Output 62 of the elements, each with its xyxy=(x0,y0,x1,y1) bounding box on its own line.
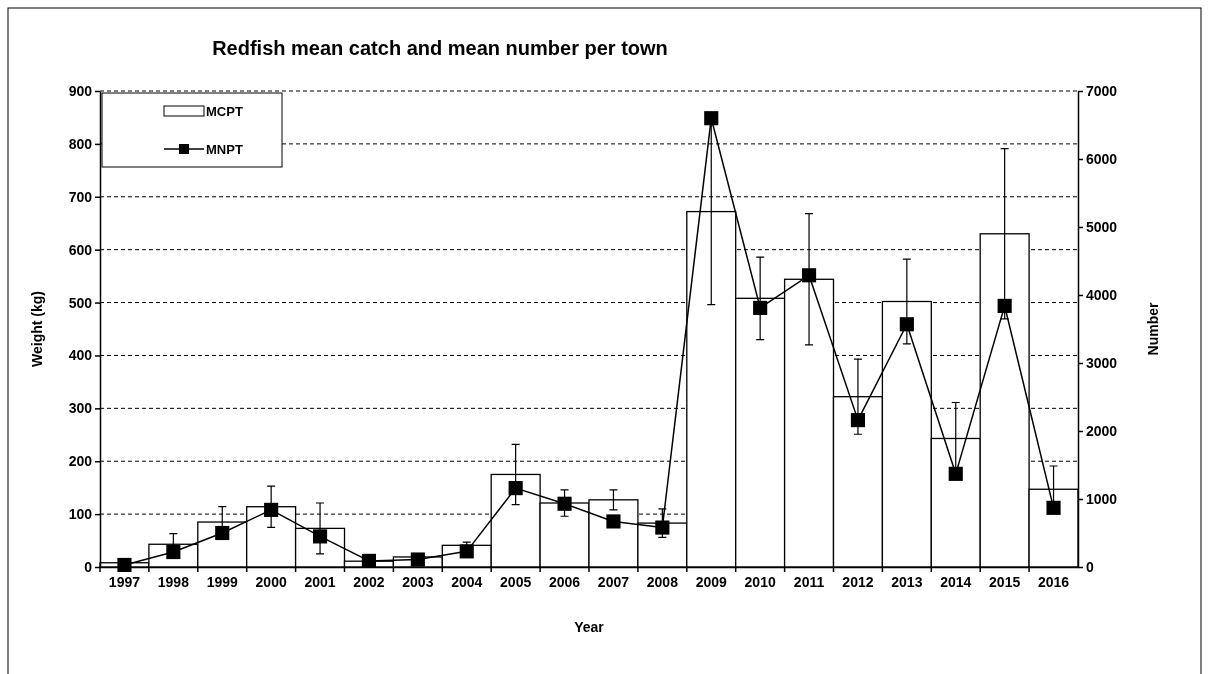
legend-label: MCPT xyxy=(206,104,243,119)
x-tick-label: 1999 xyxy=(206,573,239,590)
point xyxy=(264,502,279,517)
x-tick-label: 2007 xyxy=(597,573,630,590)
x-tick-label: 2005 xyxy=(500,573,532,590)
point xyxy=(557,496,572,511)
point xyxy=(361,553,377,568)
chart-title: Redfish mean catch and mean number per town xyxy=(212,37,668,59)
y-axis-title: Weight (kg) xyxy=(29,291,45,367)
x-tick-label: 2014 xyxy=(940,573,972,590)
x-tick-label: 1997 xyxy=(108,573,141,590)
point xyxy=(312,529,328,544)
x-tick-label: 2009 xyxy=(695,573,728,590)
x-tick-label: 2013 xyxy=(891,573,923,590)
x-axis-title: Year xyxy=(574,619,605,635)
y-tick-label: 500 xyxy=(68,294,93,311)
point xyxy=(850,413,866,428)
x-tick-label: 2006 xyxy=(548,573,581,590)
y2-tick-label: 3000 xyxy=(1086,354,1118,371)
point xyxy=(410,552,425,567)
point xyxy=(801,268,817,283)
x-tick-label: 2003 xyxy=(402,573,434,590)
legend-label: MNPT xyxy=(206,142,243,157)
point xyxy=(508,481,523,496)
y-tick-label: 100 xyxy=(68,506,93,523)
y-tick-label: 300 xyxy=(68,400,93,417)
x-tick-label: 1998 xyxy=(157,573,190,590)
y2-tick-label: 2000 xyxy=(1086,422,1118,439)
y2-tick-label: 6000 xyxy=(1086,150,1118,167)
y-tick-label: 600 xyxy=(68,241,93,258)
y2-tick-label: 1000 xyxy=(1086,490,1118,507)
x-tick-label: 2002 xyxy=(353,573,385,590)
point xyxy=(704,111,719,126)
x-tick-label: 2004 xyxy=(451,573,483,590)
y2-tick-label: 7000 xyxy=(1086,82,1118,99)
point xyxy=(899,317,914,332)
point xyxy=(655,520,670,535)
y-tick-label: 700 xyxy=(68,188,93,205)
point xyxy=(997,298,1012,313)
point xyxy=(948,466,963,481)
x-tick-label: 2010 xyxy=(744,573,776,590)
y-tick-label: 0 xyxy=(84,558,93,575)
y-tick-label: 200 xyxy=(68,453,93,470)
x-tick-label: 2008 xyxy=(646,573,679,590)
x-tick-label: 2011 xyxy=(793,573,825,590)
y2-axis-title: Number xyxy=(1145,302,1161,356)
point xyxy=(606,514,621,529)
y-tick-label: 900 xyxy=(68,82,93,99)
y-tick-label: 800 xyxy=(68,135,93,152)
point xyxy=(117,557,132,573)
x-tick-label: 2016 xyxy=(1037,573,1070,590)
x-tick-label: 2000 xyxy=(255,573,287,590)
y2-tick-label: 5000 xyxy=(1086,218,1118,235)
y2-tick-label: 0 xyxy=(1086,558,1094,575)
y2-tick-label: 4000 xyxy=(1086,286,1118,303)
y-tick-label: 400 xyxy=(68,347,93,364)
x-tick-label: 2012 xyxy=(842,573,874,590)
point xyxy=(215,525,230,541)
x-tick-label: 2001 xyxy=(304,573,336,590)
point xyxy=(753,300,768,315)
point xyxy=(1046,500,1061,515)
x-tick-label: 2015 xyxy=(989,573,1021,590)
